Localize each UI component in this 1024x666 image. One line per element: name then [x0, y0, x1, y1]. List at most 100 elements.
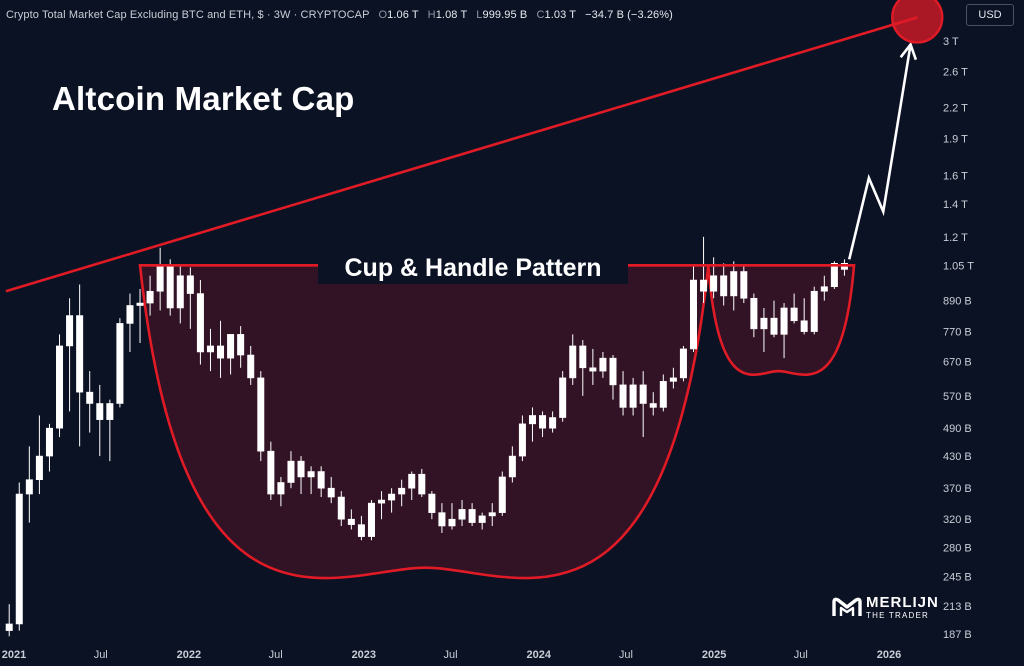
candle-body: [760, 317, 768, 330]
candle: [217, 320, 225, 378]
candle-body: [277, 482, 285, 495]
candle-body: [35, 455, 43, 480]
candle-body: [539, 415, 547, 429]
candle: [508, 446, 516, 483]
candle-body: [25, 479, 33, 495]
candle: [307, 466, 315, 495]
candle-body: [217, 345, 225, 359]
candle-body: [609, 357, 617, 386]
chart-title: Altcoin Market Cap: [52, 80, 355, 117]
candle: [468, 503, 476, 526]
candle-body: [116, 323, 124, 404]
candle-body: [689, 279, 697, 350]
candle: [267, 441, 275, 501]
x-tick-label: Jul: [619, 649, 633, 661]
candle-body: [830, 262, 838, 288]
close-value: 1.03 T: [544, 9, 576, 21]
candle: [378, 491, 386, 520]
candle: [750, 293, 758, 338]
candle: [186, 267, 194, 329]
x-tick-label: 2023: [352, 649, 376, 661]
candle-body: [448, 518, 456, 527]
candle-body: [458, 509, 466, 520]
candle-body: [528, 415, 536, 425]
y-tick-label: 1.4 T: [943, 199, 968, 211]
candle: [146, 275, 154, 316]
candle-body: [15, 493, 23, 625]
candle: [679, 345, 687, 382]
candle: [357, 515, 365, 541]
chart-header: Crypto Total Market Cap Excluding BTC an…: [6, 9, 673, 21]
y-tick-label: 2.2 T: [943, 102, 968, 114]
candle: [347, 509, 355, 530]
candle-body: [740, 271, 748, 299]
candle-body: [438, 512, 446, 527]
y-tick-label: 213 B: [943, 601, 972, 613]
candle-body: [287, 460, 295, 483]
candle: [589, 348, 597, 385]
candle: [790, 293, 798, 324]
projection-arrowhead: [899, 41, 918, 61]
candle-body: [317, 471, 325, 489]
candle-body: [357, 524, 365, 537]
candle-body: [388, 493, 396, 501]
candle: [45, 423, 53, 472]
candle-body: [237, 334, 245, 356]
candle-body: [639, 384, 647, 404]
candle: [166, 259, 174, 316]
x-tick-label: Jul: [794, 649, 808, 661]
candle: [297, 456, 305, 495]
candle: [408, 471, 416, 501]
candle: [418, 468, 426, 498]
candle-body: [418, 473, 426, 495]
candle: [629, 377, 637, 416]
candle: [56, 334, 64, 438]
x-tick-label: 2022: [177, 649, 201, 661]
candle: [810, 286, 818, 335]
y-tick-label: 1.9 T: [943, 134, 968, 146]
y-tick-label: 2.6 T: [943, 67, 968, 79]
candle-body: [337, 496, 345, 520]
candle: [730, 261, 738, 311]
candle: [649, 392, 657, 416]
x-tick-label: 2024: [526, 649, 551, 661]
candle: [780, 303, 788, 359]
candle: [498, 471, 506, 516]
candle: [740, 265, 748, 304]
annotation-lines: [5, 0, 944, 293]
candle: [96, 384, 104, 457]
y-tick-label: 370 B: [943, 483, 972, 495]
candle: [257, 371, 265, 462]
candle: [579, 340, 587, 396]
currency-button[interactable]: USD: [966, 4, 1014, 26]
candle-body: [196, 293, 204, 353]
candle-body: [649, 403, 657, 408]
candle-body: [659, 381, 667, 408]
candle: [116, 318, 124, 408]
candle: [66, 298, 74, 412]
candle-body: [710, 275, 718, 292]
candle: [820, 275, 828, 301]
candle-body: [488, 512, 496, 517]
y-axis: 3 T 2.6 T 2.2 T 1.9 T 1.6 T 1.4 T 1.2 T 1.05 T 8…: [943, 36, 974, 641]
symbol-title: Crypto Total Market Cap Excluding BTC an…: [6, 9, 370, 21]
candle: [599, 351, 607, 378]
candle: [720, 263, 728, 306]
candle-body: [770, 317, 778, 335]
y-tick-label: 280 B: [943, 543, 972, 555]
candle-body: [5, 623, 13, 631]
candle-body: [720, 275, 728, 297]
candle: [689, 265, 697, 352]
candle: [669, 367, 677, 389]
candle-body: [56, 345, 64, 429]
candle: [569, 334, 577, 385]
candle-body: [569, 345, 577, 379]
candle-body: [45, 427, 53, 457]
y-tick-label: 570 B: [943, 391, 972, 403]
candle-body: [629, 384, 637, 408]
y-tick-label: 670 B: [943, 356, 972, 368]
x-tick-label: Jul: [444, 649, 458, 661]
candle: [237, 326, 245, 368]
candle-body: [146, 290, 154, 304]
candle: [206, 328, 214, 372]
